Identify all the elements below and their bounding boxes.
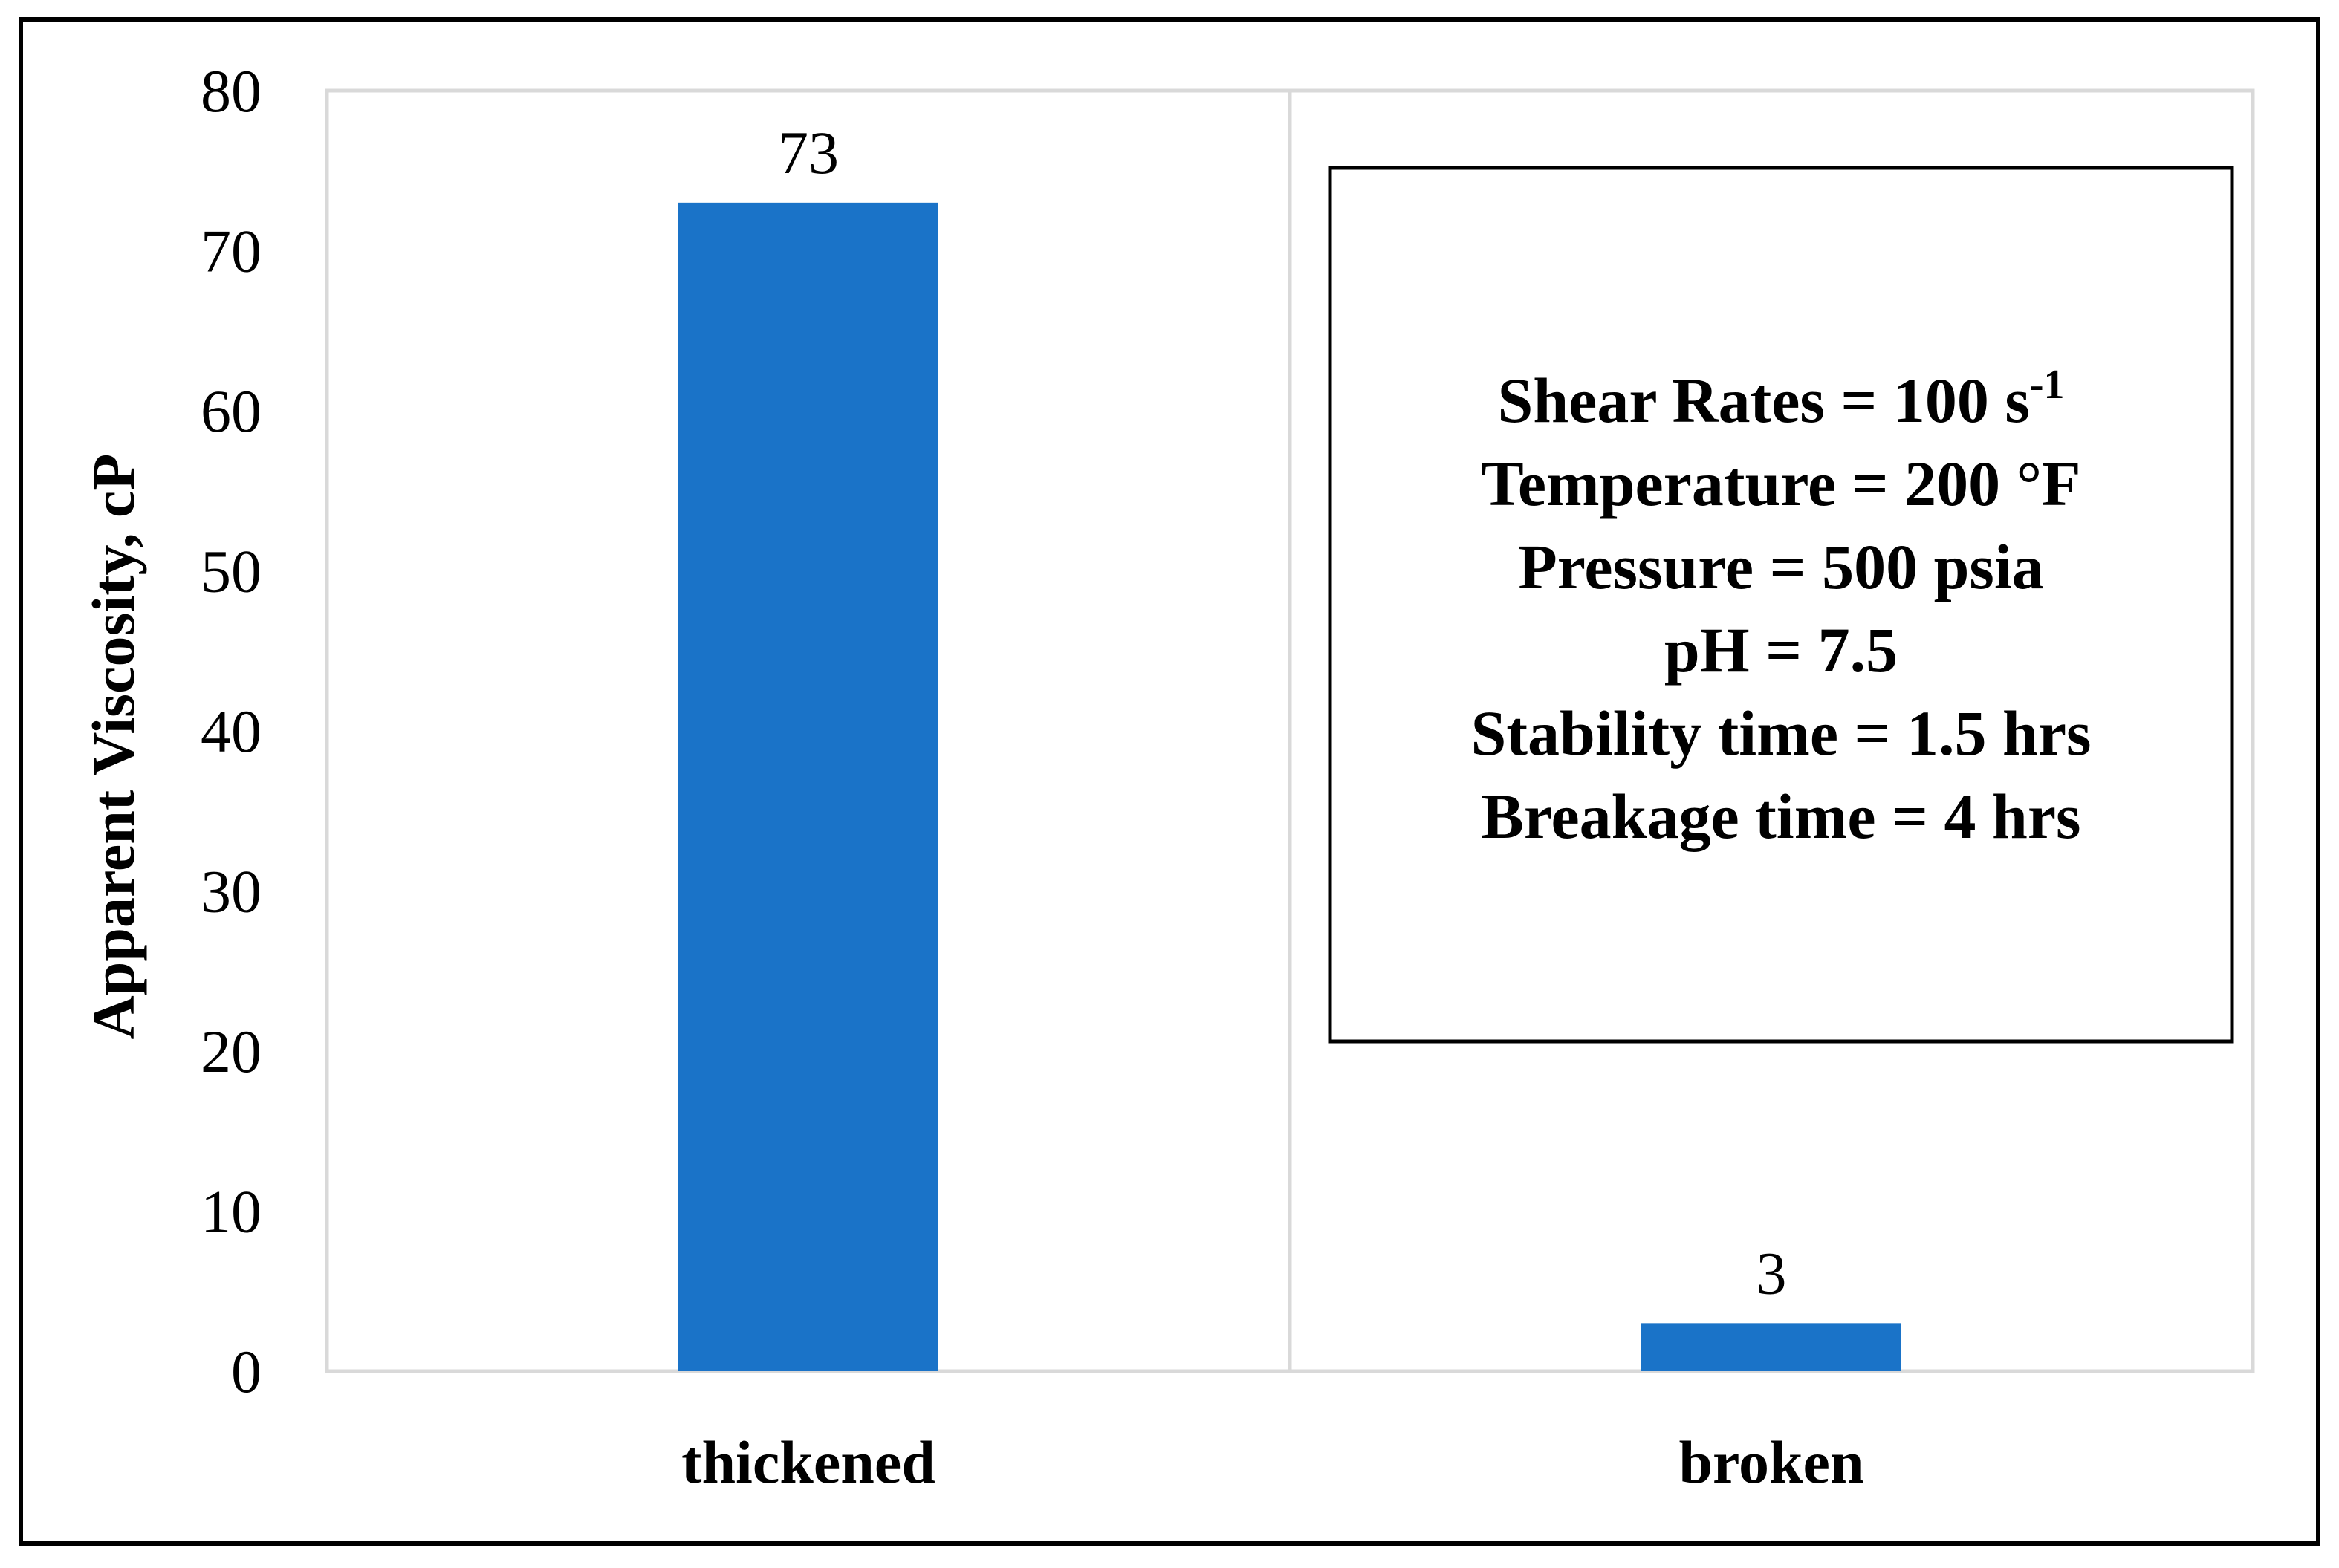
annotation-line: Shear Rates = 100 s-1 (1498, 362, 2065, 436)
y-tick-label: 50 (201, 538, 262, 605)
bar-broken (1641, 1323, 1901, 1371)
data-label: 3 (1756, 1239, 1787, 1307)
y-tick-label: 20 (201, 1018, 262, 1085)
annotation-line: Pressure = 500 psia (1518, 531, 2044, 602)
x-tick-label: thickened (681, 1428, 935, 1496)
y-tick-label: 40 (201, 697, 262, 765)
y-tick-label: 0 (231, 1338, 262, 1405)
x-axis-ticks: thickened broken (681, 1428, 1863, 1496)
data-label: 73 (778, 119, 839, 186)
bars (678, 202, 1901, 1372)
y-tick-label: 10 (201, 1178, 262, 1246)
annotation-box (1328, 166, 2234, 1044)
y-tick-label: 30 (201, 858, 262, 925)
data-labels: 73 3 (778, 119, 1787, 1307)
annotation-line: pH = 7.5 (1664, 614, 1898, 686)
y-tick-label: 70 (201, 218, 262, 285)
y-axis-label: Apparent Viscosity, cP (80, 454, 147, 1040)
bar-thickened (678, 202, 938, 1372)
annotation-line: Breakage time = 4 hrs (1482, 781, 2081, 852)
y-tick-label: 80 (201, 57, 262, 125)
x-tick-label: broken (1678, 1428, 1863, 1496)
y-tick-label: 60 (201, 377, 262, 445)
annotation-line: Stability time = 1.5 hrs (1471, 697, 2092, 769)
annotation-line: Temperature = 200 °F (1481, 448, 2080, 519)
annotation-text: Shear Rates = 100 s-1 Temperature = 200 °… (1471, 362, 2092, 852)
y-axis-ticks: 0 10 20 30 40 50 60 70 80 (201, 57, 262, 1405)
